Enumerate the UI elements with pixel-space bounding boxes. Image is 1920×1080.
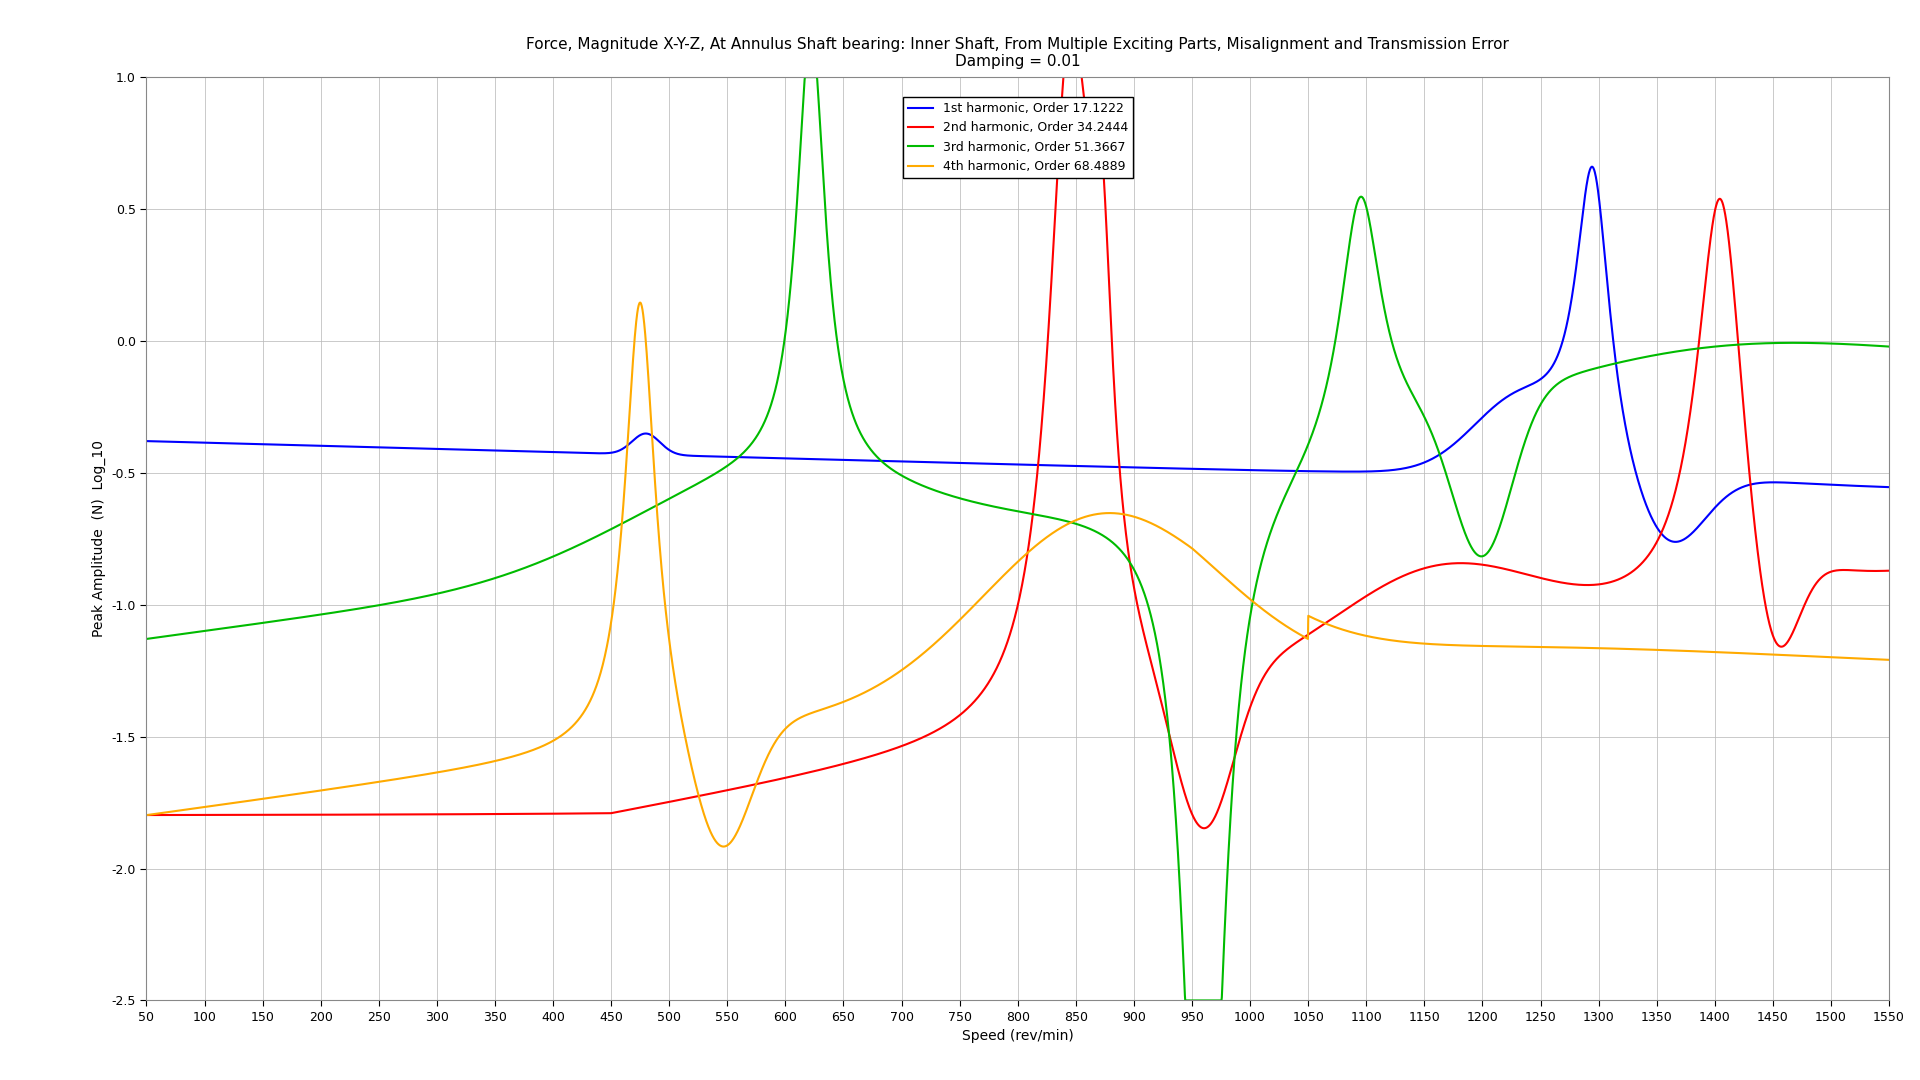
2nd harmonic, Order 34.2444 [1181,807,1204,820]
2nd harmonic, Order 34.2444 [1569,578,1592,591]
3rd harmonic, Order 51.3667 [793,70,816,83]
4th harmonic, Order 68.4889 [1181,542,1204,555]
Title: Force, Magnitude X-Y-Z, At Annulus Shaft bearing: Inner Shaft, From Multiple Exc: Force, Magnitude X-Y-Z, At Annulus Shaft… [526,37,1509,69]
3rd harmonic, Order 51.3667 [1436,472,1459,485]
1st harmonic, Order 17.1222 [1567,237,1590,249]
3rd harmonic, Order 51.3667 [1173,994,1196,1007]
3rd harmonic, Order 51.3667 [1569,366,1592,379]
4th harmonic, Order 68.4889 [1436,638,1459,651]
1st harmonic, Order 17.1222 [1580,160,1603,173]
3rd harmonic, Order 51.3667 [1269,500,1292,513]
4th harmonic, Order 68.4889 [1569,642,1592,654]
1st harmonic, Order 17.1222 [1269,464,1292,477]
Line: 3rd harmonic, Order 51.3667: 3rd harmonic, Order 51.3667 [146,77,1889,1000]
2nd harmonic, Order 34.2444 [451,808,474,821]
1st harmonic, Order 17.1222 [1665,536,1688,549]
3rd harmonic, Order 51.3667 [134,633,157,646]
Legend: 1st harmonic, Order 17.1222, 2nd harmonic, Order 34.2444, 3rd harmonic, Order 51: 1st harmonic, Order 17.1222, 2nd harmoni… [902,97,1133,178]
4th harmonic, Order 68.4889 [628,296,651,309]
2nd harmonic, Order 34.2444 [1269,649,1292,662]
2nd harmonic, Order 34.2444 [1878,564,1901,577]
4th harmonic, Order 68.4889 [1269,616,1292,629]
1st harmonic, Order 17.1222 [1878,481,1901,494]
4th harmonic, Order 68.4889 [451,761,474,774]
1st harmonic, Order 17.1222 [134,434,157,447]
Line: 2nd harmonic, Order 34.2444: 2nd harmonic, Order 34.2444 [146,17,1889,828]
3rd harmonic, Order 51.3667 [1878,340,1901,353]
1st harmonic, Order 17.1222 [1181,462,1204,475]
Line: 1st harmonic, Order 17.1222: 1st harmonic, Order 17.1222 [146,166,1889,542]
4th harmonic, Order 68.4889 [1878,653,1901,666]
3rd harmonic, Order 51.3667 [801,70,824,83]
2nd harmonic, Order 34.2444 [801,765,824,778]
4th harmonic, Order 68.4889 [712,840,735,853]
2nd harmonic, Order 34.2444 [1436,557,1459,570]
Line: 4th harmonic, Order 68.4889: 4th harmonic, Order 68.4889 [146,302,1889,847]
2nd harmonic, Order 34.2444 [134,809,157,822]
3rd harmonic, Order 51.3667 [1181,994,1204,1007]
2nd harmonic, Order 34.2444 [1060,11,1083,24]
1st harmonic, Order 17.1222 [801,453,824,465]
X-axis label: Speed (rev/min): Speed (rev/min) [962,1029,1073,1043]
4th harmonic, Order 68.4889 [801,706,824,719]
Y-axis label: Peak Amplitude  (N)  Log_10: Peak Amplitude (N) Log_10 [92,441,106,637]
2nd harmonic, Order 34.2444 [1192,822,1215,835]
1st harmonic, Order 17.1222 [451,443,474,456]
1st harmonic, Order 17.1222 [1434,443,1457,456]
4th harmonic, Order 68.4889 [134,809,157,822]
3rd harmonic, Order 51.3667 [451,581,474,594]
